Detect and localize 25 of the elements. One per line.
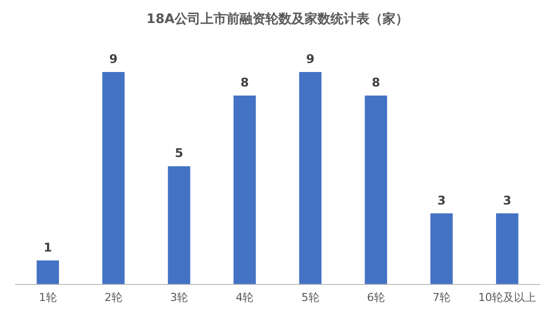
bar: [102, 72, 125, 284]
bar: [496, 213, 518, 284]
x-tick-label: 4轮: [236, 291, 254, 304]
x-tick-label: 7轮: [432, 291, 451, 304]
x-tick-label: 10轮及以上: [478, 291, 536, 304]
data-label: 9: [109, 52, 118, 66]
data-label: 3: [503, 193, 512, 208]
x-tick-label: 1轮: [38, 291, 57, 304]
x-tick-label: 5轮: [301, 291, 320, 304]
bar: [299, 72, 322, 284]
x-tick-label: 3轮: [170, 291, 188, 304]
bar: [168, 166, 190, 284]
bar: [36, 260, 59, 284]
data-label: 8: [372, 76, 380, 90]
data-label: 9: [306, 52, 314, 66]
chart-title: 18A公司上市前融资轮数及家数统计表（家）: [146, 11, 409, 27]
data-label: 3: [437, 193, 446, 208]
bar: [234, 96, 256, 284]
data-label: 1: [44, 240, 52, 254]
data-label: 5: [174, 146, 184, 160]
x-tick-label: 2轮: [104, 291, 122, 304]
bar: [364, 96, 388, 284]
x-tick-label: 6轮: [366, 291, 385, 304]
data-label: 8: [240, 76, 249, 90]
bar: [430, 213, 453, 284]
